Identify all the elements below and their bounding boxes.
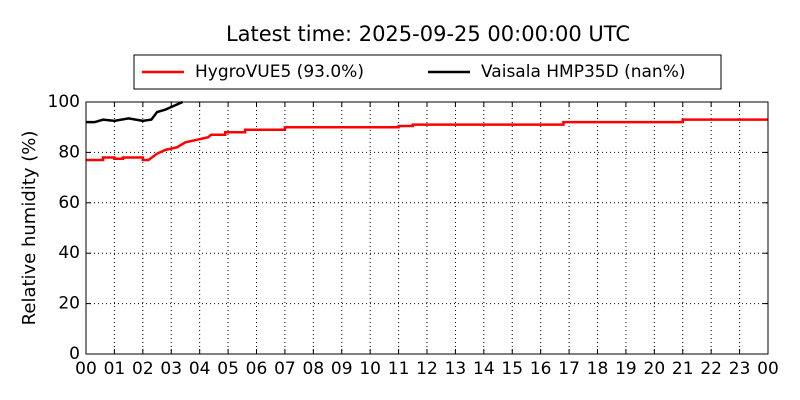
x-tick-label: 00 (757, 359, 779, 379)
x-tick-label: 22 (700, 359, 722, 379)
series-line (86, 118, 768, 162)
chart-title: Latest time: 2025-09-25 00:00:00 UTC (226, 22, 630, 46)
y-tick-label: 20 (58, 294, 80, 314)
x-tick-label: 18 (587, 359, 609, 379)
y-tick-label: 0 (69, 344, 80, 364)
legend-box (133, 54, 722, 90)
y-tick-label: 60 (58, 193, 80, 213)
x-tick-label: 17 (558, 359, 580, 379)
x-tick-label: 12 (416, 359, 438, 379)
x-tick-label: 21 (672, 359, 694, 379)
x-tick-label: 01 (104, 359, 126, 379)
x-tick-label: 09 (331, 359, 353, 379)
x-tick-label: 13 (445, 359, 467, 379)
x-tick-label: 10 (359, 359, 381, 379)
x-tick-label: 20 (644, 359, 666, 379)
x-tick-label: 04 (189, 359, 211, 379)
y-tick-label: 80 (58, 142, 80, 162)
series-line (86, 100, 184, 124)
y-tick-label: 40 (58, 243, 80, 263)
x-tick-label: 16 (530, 359, 552, 379)
x-tick-label: 23 (729, 359, 751, 379)
legend-label: HygroVUE5 (93.0%) (195, 62, 364, 82)
x-tick-label: 06 (246, 359, 268, 379)
plot-frame (85, 101, 769, 355)
x-tick-label: 05 (217, 359, 239, 379)
x-tick-label: 11 (388, 359, 410, 379)
x-tick-label: 03 (160, 359, 182, 379)
y-axis-label: Relative humidity (%) (19, 131, 40, 326)
x-tick-label: 02 (132, 359, 154, 379)
x-tick-label: 14 (473, 359, 495, 379)
x-tick-label: 07 (274, 359, 296, 379)
x-tick-label: 08 (303, 359, 325, 379)
y-tick-label: 100 (48, 92, 80, 112)
x-tick-label: 19 (615, 359, 637, 379)
x-tick-label: 15 (501, 359, 523, 379)
legend-label: Vaisala HMP35D (nan%) (481, 62, 685, 82)
x-tick-label: 00 (75, 359, 97, 379)
